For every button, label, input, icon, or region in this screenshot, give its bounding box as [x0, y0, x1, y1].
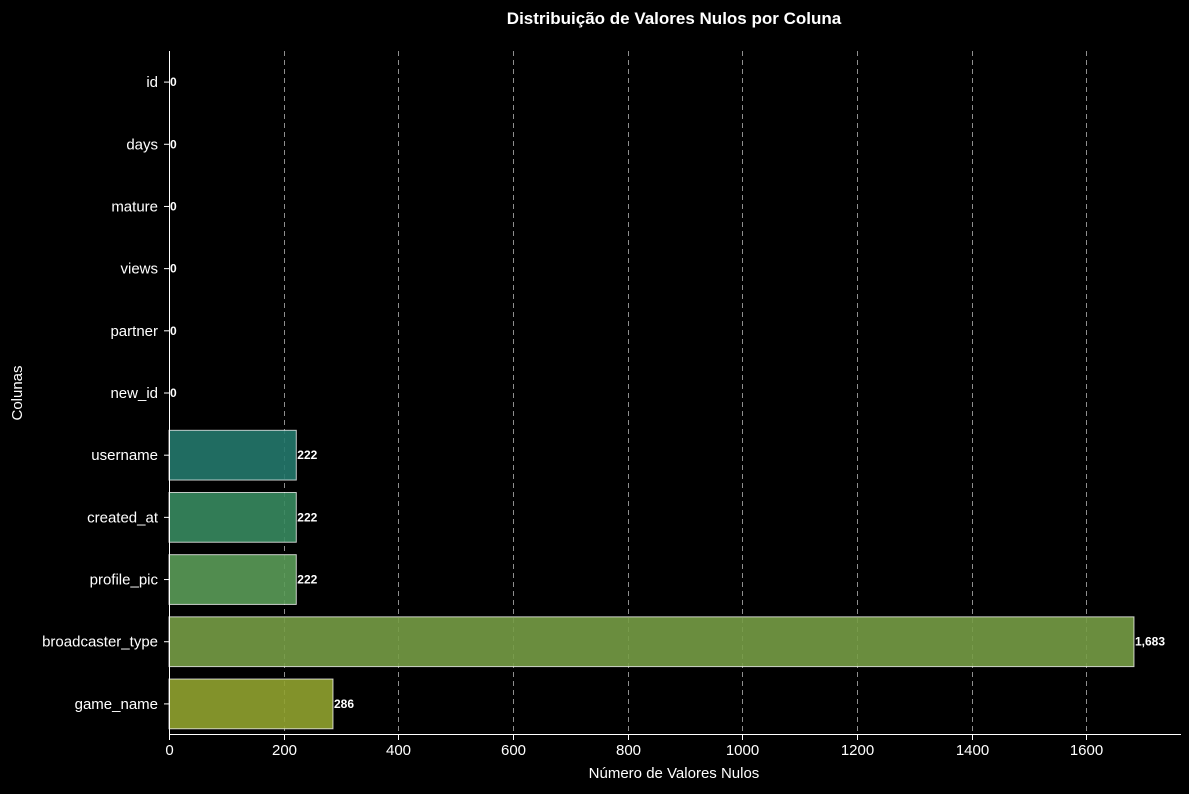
x-axis-label: Número de Valores Nulos [589, 765, 760, 782]
data-label: 0 [170, 75, 177, 89]
bar [168, 429, 297, 481]
x-tick-label: 1400 [956, 742, 989, 759]
x-tick-label: 0 [165, 742, 173, 759]
axes [169, 51, 1181, 735]
data-label: 286 [334, 697, 354, 711]
data-label: 0 [170, 199, 177, 213]
x-tick-labels: 0 200 400 600 800 1000 1200 1400 1600 [165, 735, 1103, 759]
data-label: 0 [170, 262, 177, 276]
x-tick-label: 400 [386, 742, 411, 759]
bar [168, 616, 1135, 668]
data-label: 222 [297, 573, 317, 587]
x-tick-label: 1600 [1070, 742, 1103, 759]
chart-title: Distribuição de Valores Nulos por Coluna [507, 9, 842, 28]
y-tick-label: broadcaster_type [42, 634, 158, 651]
x-tick-label: 1000 [726, 742, 759, 759]
y-tick-label: profile_pic [90, 572, 159, 589]
y-tick-label: partner [110, 323, 158, 340]
y-tick-label: new_id [110, 385, 158, 402]
data-labels: 0 0 0 0 0 0 222 222 222 1,683 286 [170, 75, 1165, 711]
data-label: 222 [297, 510, 317, 524]
y-tick-labels: id days mature views partner new_id username cr… [42, 74, 169, 713]
bars [168, 57, 1135, 730]
x-tick-label: 200 [272, 742, 297, 759]
y-tick-label: days [126, 136, 158, 153]
y-tick-label: game_name [75, 696, 158, 713]
x-tick-label: 1200 [841, 742, 874, 759]
y-tick-label: created_at [87, 509, 159, 526]
data-label: 0 [170, 386, 177, 400]
x-tick-label: 600 [501, 742, 526, 759]
y-tick-label: id [146, 74, 158, 91]
y-tick-label: mature [111, 198, 158, 215]
data-label: 1,683 [1135, 635, 1165, 649]
x-tick-label: 800 [616, 742, 641, 759]
y-axis-label: Colunas [9, 365, 26, 420]
bar [168, 491, 297, 543]
data-label: 0 [170, 137, 177, 151]
data-label: 222 [297, 448, 317, 462]
data-label: 0 [170, 324, 177, 338]
y-tick-label: views [120, 261, 158, 278]
y-tick-label: username [91, 447, 158, 464]
bar [168, 678, 334, 730]
bar [168, 554, 297, 605]
